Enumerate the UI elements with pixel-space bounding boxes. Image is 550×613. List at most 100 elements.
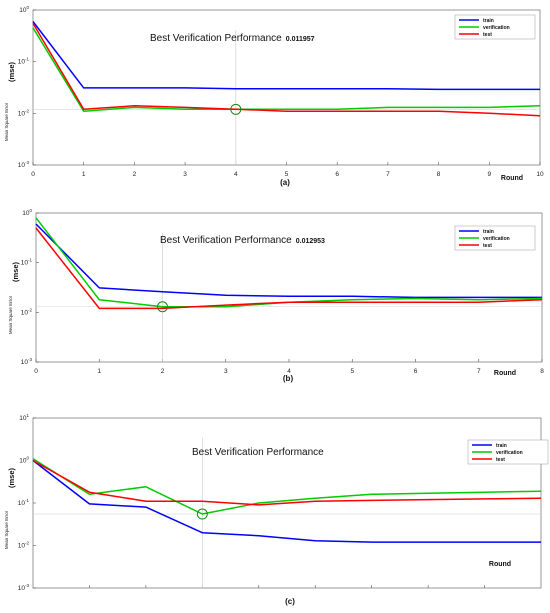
y-tick-label: 100: [19, 5, 29, 14]
x-tick-label: 4: [234, 171, 238, 178]
series-line-train: [32, 459, 541, 543]
x-axis-label: Round: [501, 175, 523, 182]
y-tick-base: 10: [22, 210, 30, 217]
y-tick-label: 10-2: [18, 541, 30, 550]
y-tick-exponent: 0: [29, 208, 32, 213]
best-performance-value: 0.011957: [286, 36, 315, 43]
y-tick-base: 10: [19, 415, 27, 422]
x-axis-label: Round: [489, 561, 511, 568]
x-tick-label: 4: [287, 368, 291, 375]
y-axis-label: Mean Square Error: [8, 295, 13, 334]
best-verification-point: [196, 508, 208, 520]
y-tick-base: 10: [19, 7, 27, 14]
y-tick-exponent: -2: [25, 541, 29, 546]
y-tick-exponent: -1: [28, 258, 32, 263]
y-tick-base: 10: [18, 162, 26, 169]
x-tick-label: 6: [335, 171, 339, 178]
y-tick-exponent: -1: [25, 57, 29, 62]
x-tick-label: 7: [477, 368, 481, 375]
y-tick-base: 10: [21, 359, 29, 366]
x-tick-label: 8: [540, 368, 544, 375]
y-axis-unit: (mse): [7, 467, 16, 488]
y-tick-label: 100: [19, 456, 29, 465]
y-tick-base: 10: [19, 458, 27, 465]
y-tick-label: 101: [19, 413, 29, 422]
series-line-test: [35, 227, 543, 310]
y-tick-exponent: -3: [28, 357, 32, 362]
x-tick-label: 3: [224, 368, 228, 375]
y-tick-base: 10: [18, 500, 26, 507]
y-tick-base: 10: [21, 309, 29, 316]
y-tick-label: 10-1: [18, 57, 30, 66]
y-tick-base: 10: [18, 585, 26, 592]
y-tick-label: 10-3: [18, 160, 30, 169]
best-performance-title: Best Verification Performance: [192, 447, 324, 458]
y-tick-base: 10: [18, 543, 26, 550]
y-tick-label: 10-1: [18, 498, 30, 507]
y-tick-label: 10-2: [18, 108, 30, 117]
series-line-train: [32, 21, 540, 91]
series-line-train: [35, 223, 542, 299]
y-tick-base: 10: [18, 110, 26, 117]
y-tick-exponent: -2: [25, 108, 29, 113]
legend-entry-train: train: [483, 18, 494, 24]
legend-entry-verification: verification: [483, 25, 510, 31]
x-tick-label: 5: [350, 368, 354, 375]
y-axis-label: Mean Square Error: [4, 102, 9, 141]
legend-entry-verification: verification: [483, 236, 510, 242]
y-tick-exponent: -3: [25, 160, 29, 165]
x-tick-label: 5: [285, 171, 289, 178]
best-performance-title: Best Verification Performance: [160, 235, 292, 246]
panel-caption: (b): [283, 374, 294, 383]
y-tick-label: 10-3: [21, 357, 33, 366]
x-tick-label: 3: [183, 171, 187, 178]
y-tick-label: 10-2: [21, 307, 33, 316]
x-tick-label: 8: [437, 171, 441, 178]
best-verification-point: [157, 301, 168, 313]
x-tick-label: 1: [97, 368, 101, 375]
x-tick-label: 2: [133, 171, 137, 178]
best-verification-point: [230, 103, 242, 115]
y-tick-base: 10: [21, 260, 29, 267]
series-line-verification: [32, 458, 542, 515]
x-tick-label: 2: [161, 368, 165, 375]
x-tick-label: 0: [31, 171, 35, 178]
y-axis-label: Mean Square Error: [4, 510, 9, 549]
legend-entry-verification: verification: [496, 450, 523, 456]
best-performance-value: 0.012953: [296, 238, 325, 245]
y-tick-label: 100: [22, 208, 32, 217]
legend-entry-test: test: [483, 243, 492, 249]
x-tick-label: 7: [386, 171, 390, 178]
panel-caption: (a): [280, 178, 290, 187]
best-performance-title: Best Verification Performance: [150, 33, 282, 44]
y-axis-unit: (mse): [11, 261, 20, 282]
x-tick-label: 10: [536, 171, 544, 178]
x-tick-label: 9: [487, 171, 491, 178]
x-tick-label: 1: [82, 171, 86, 178]
y-tick-label: 10-3: [18, 583, 30, 592]
y-tick-label: 10-1: [21, 258, 33, 267]
series-line-test: [32, 459, 542, 506]
y-tick-exponent: 1: [26, 413, 29, 418]
y-tick-exponent: 0: [26, 5, 29, 10]
y-tick-exponent: -2: [28, 307, 32, 312]
y-tick-base: 10: [18, 59, 26, 66]
y-axis-unit: (mse): [7, 61, 16, 82]
x-tick-label: 0: [34, 368, 38, 375]
legend-entry-test: test: [483, 32, 492, 38]
legend-entry-test: test: [496, 457, 505, 463]
x-tick-label: 6: [414, 368, 418, 375]
series-line-verification: [32, 27, 541, 112]
legend-entry-train: train: [483, 229, 494, 235]
y-tick-exponent: -3: [25, 583, 29, 588]
series-line-test: [32, 23, 541, 117]
y-tick-exponent: -1: [25, 498, 29, 503]
x-axis-label: Round: [494, 370, 516, 377]
panel-caption: (c): [285, 597, 295, 606]
legend-entry-train: train: [496, 443, 507, 449]
y-tick-exponent: 0: [26, 456, 29, 461]
